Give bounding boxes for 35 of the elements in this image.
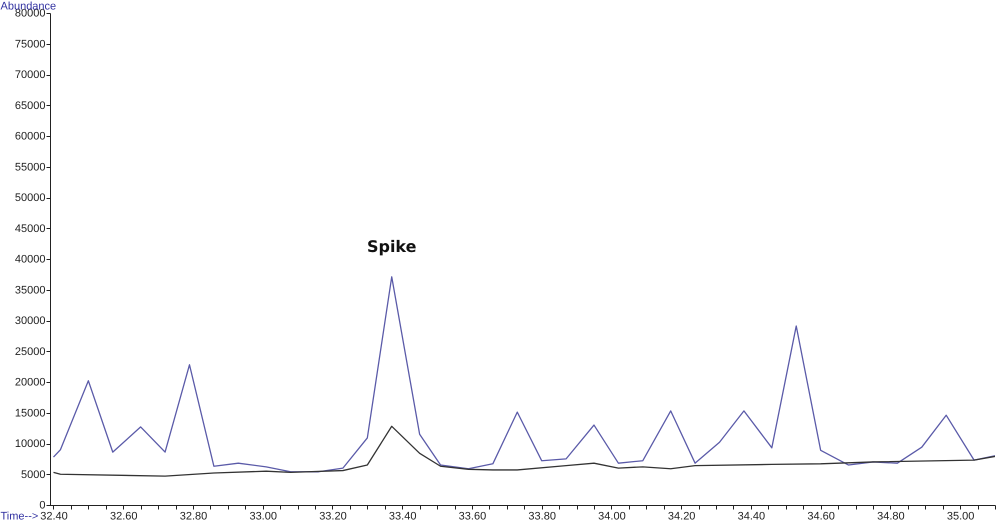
x-tick-label: 34.80: [877, 510, 905, 522]
y-tick-label: 40000: [14, 254, 46, 266]
y-tick-label: 55000: [14, 161, 46, 174]
y-tick-label: 5000: [21, 468, 46, 481]
y-tick-label: 60000: [14, 130, 46, 142]
y-tick-label: 75000: [14, 38, 46, 50]
y-tick-label: 45000: [14, 222, 46, 235]
y-tick-label: 70000: [14, 69, 46, 81]
y-tick-label: 80000: [14, 8, 46, 20]
y-tick-label: 50000: [14, 192, 46, 204]
x-tick-label: 34.60: [807, 510, 835, 522]
x-tick-label: 32.40: [40, 510, 68, 522]
y-tick-label: 35000: [14, 284, 46, 296]
x-tick-label: 33.80: [528, 510, 556, 522]
x-tick-label: 33.20: [319, 510, 347, 522]
x-tick-label: 35.00: [946, 510, 974, 522]
x-tick-label: 33.40: [388, 510, 416, 522]
x-tick-label: 34.00: [598, 510, 626, 522]
y-tick-label: 15000: [14, 407, 46, 420]
y-tick-label: 65000: [14, 100, 46, 112]
x-tick-label: 33.00: [249, 510, 277, 522]
y-tick-label: 10000: [14, 438, 46, 450]
annotation: Spike: [366, 236, 417, 256]
x-tick-label: 32.60: [110, 510, 138, 522]
x-tick-label: 34.20: [668, 510, 696, 522]
x-tick-label: 32.80: [180, 510, 208, 522]
y-tick-label: 25000: [14, 346, 46, 358]
y-tick-label: 30000: [14, 315, 46, 327]
x-axis-title: Time-->: [0, 510, 38, 522]
x-tick-label: 34.40: [738, 510, 766, 522]
line-series: [52, 426, 995, 477]
y-tick-label: 0: [39, 500, 46, 512]
y-tick-label: 20000: [14, 376, 46, 388]
line-series: [52, 276, 995, 472]
x-tick-label: 33.60: [458, 510, 486, 522]
